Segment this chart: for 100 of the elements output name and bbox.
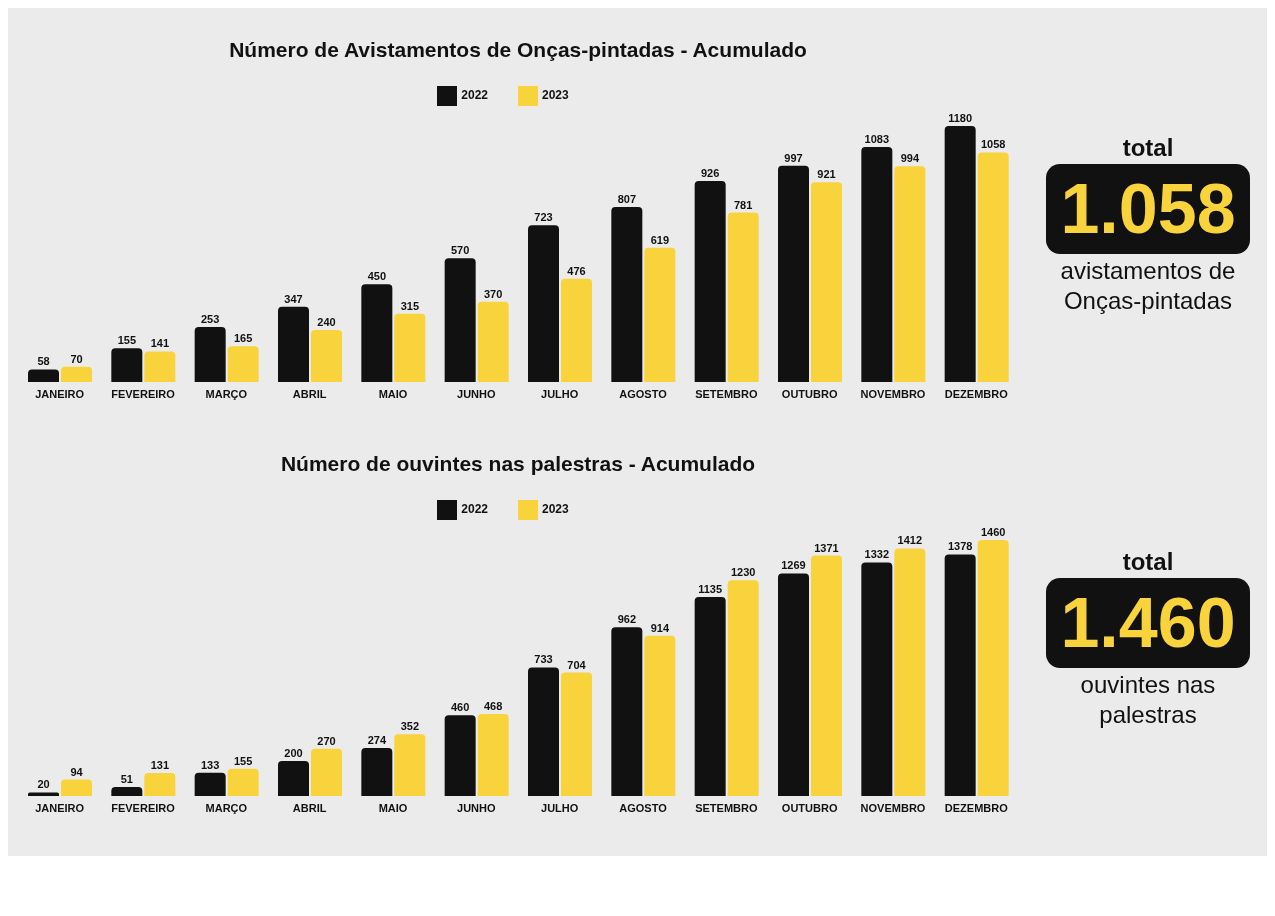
data-label: 155 — [117, 334, 137, 347]
bar — [477, 301, 509, 382]
data-label: 370 — [483, 287, 503, 300]
x-tick-label: DEZEMBRO — [944, 387, 1009, 400]
bar — [861, 562, 893, 796]
data-label: 723 — [534, 211, 553, 224]
bar — [61, 366, 92, 382]
x-tick-label: OUTUBRO — [781, 801, 838, 814]
bar — [694, 596, 726, 796]
x-tick-label: ABRIL — [292, 387, 327, 400]
bar — [644, 247, 676, 382]
x-tick-label: NOVEMBRO — [860, 387, 926, 400]
bar — [861, 147, 893, 382]
data-label: 70 — [70, 352, 83, 365]
bar — [977, 540, 1009, 796]
data-label: 921 — [817, 168, 836, 181]
chart-title: Número de Avistamentos de Onças-pintadas - Acumulado — [228, 38, 808, 62]
x-tick-label: AGOSTO — [619, 801, 668, 814]
data-label: 1269 — [781, 559, 806, 572]
x-tick-label: DEZEMBRO — [944, 801, 1009, 814]
data-label: 51 — [120, 773, 133, 786]
number-badge: 1.058 — [1046, 164, 1250, 254]
data-label: 94 — [70, 765, 84, 778]
bar — [61, 779, 92, 796]
bar — [727, 212, 759, 382]
bar — [811, 555, 842, 796]
text: avistamentos de Onças-pintadas — [1059, 256, 1237, 316]
bar — [477, 713, 509, 796]
bar — [611, 206, 643, 382]
data-label: 1378 — [947, 540, 973, 553]
bar — [611, 627, 643, 796]
data-label: 58 — [37, 355, 50, 368]
x-tick-label: OUTUBRO — [781, 387, 838, 400]
x-tick-label: MARÇO — [205, 387, 248, 400]
text: ouvintes nas palestras — [1079, 670, 1217, 730]
x-tick-label: JUNHO — [457, 387, 497, 400]
data-label: 926 — [700, 167, 720, 180]
bar — [561, 672, 592, 796]
text: total — [1121, 134, 1175, 162]
data-label: 460 — [450, 701, 470, 714]
bar — [778, 165, 809, 382]
bar — [227, 768, 259, 796]
bar — [227, 346, 259, 382]
data-label: 155 — [233, 754, 253, 767]
data-label: 1371 — [814, 541, 839, 554]
data-label: 141 — [150, 337, 170, 350]
bar — [811, 182, 842, 382]
bar — [111, 348, 143, 382]
data-label: 253 — [200, 313, 220, 326]
bar — [644, 635, 676, 796]
bar — [528, 225, 559, 382]
bar — [111, 787, 143, 796]
legend-label: 2022 — [461, 88, 488, 103]
bar — [144, 773, 176, 796]
bar — [28, 369, 59, 382]
number-badge: 1.460 — [1046, 578, 1250, 668]
x-tick-label: JULHO — [541, 387, 579, 400]
data-label: 1230 — [730, 566, 756, 579]
x-tick-label: SETEMBRO — [695, 387, 758, 400]
data-label: 914 — [650, 621, 670, 634]
data-label: 270 — [317, 734, 336, 747]
bar — [144, 351, 176, 382]
x-tick-label: JANEIRO — [35, 801, 85, 814]
x-tick-label: FEVEREIRO — [111, 801, 176, 814]
bar — [894, 166, 926, 382]
bar — [278, 306, 309, 382]
data-label: 352 — [400, 720, 420, 733]
x-tick-label: FEVEREIRO — [111, 387, 176, 400]
x-tick-label: NOVEMBRO — [860, 801, 926, 814]
data-label: 781 — [733, 198, 753, 211]
chart-title: Número de ouvintes nas palestras - Acumulado — [279, 452, 757, 476]
bar — [977, 152, 1009, 382]
data-label: 1135 — [698, 582, 723, 595]
legend-label: 2023 — [542, 88, 569, 103]
data-label: 315 — [400, 299, 420, 312]
bar — [194, 772, 226, 796]
data-label: 1180 — [948, 112, 973, 124]
legend-label: 2022 — [461, 502, 488, 517]
data-label: 1412 — [897, 534, 923, 547]
bar — [394, 734, 426, 796]
data-label: 468 — [483, 699, 503, 712]
text: total — [1121, 548, 1175, 576]
data-label: 570 — [450, 244, 470, 257]
bar — [444, 715, 476, 796]
data-label: 1058 — [980, 138, 1006, 151]
bar — [727, 580, 759, 796]
data-label: 450 — [367, 270, 387, 283]
bar — [311, 329, 342, 382]
bar — [28, 792, 59, 796]
data-label: 240 — [317, 315, 336, 328]
bar — [561, 278, 592, 382]
x-tick-label: JANEIRO — [35, 387, 85, 400]
bar — [778, 573, 809, 796]
data-label: 20 — [37, 778, 50, 791]
data-label: 807 — [617, 192, 637, 205]
bar — [278, 760, 309, 796]
data-label: 165 — [233, 332, 253, 345]
data-label: 200 — [284, 746, 303, 759]
bar — [194, 327, 226, 382]
bar — [944, 126, 976, 382]
